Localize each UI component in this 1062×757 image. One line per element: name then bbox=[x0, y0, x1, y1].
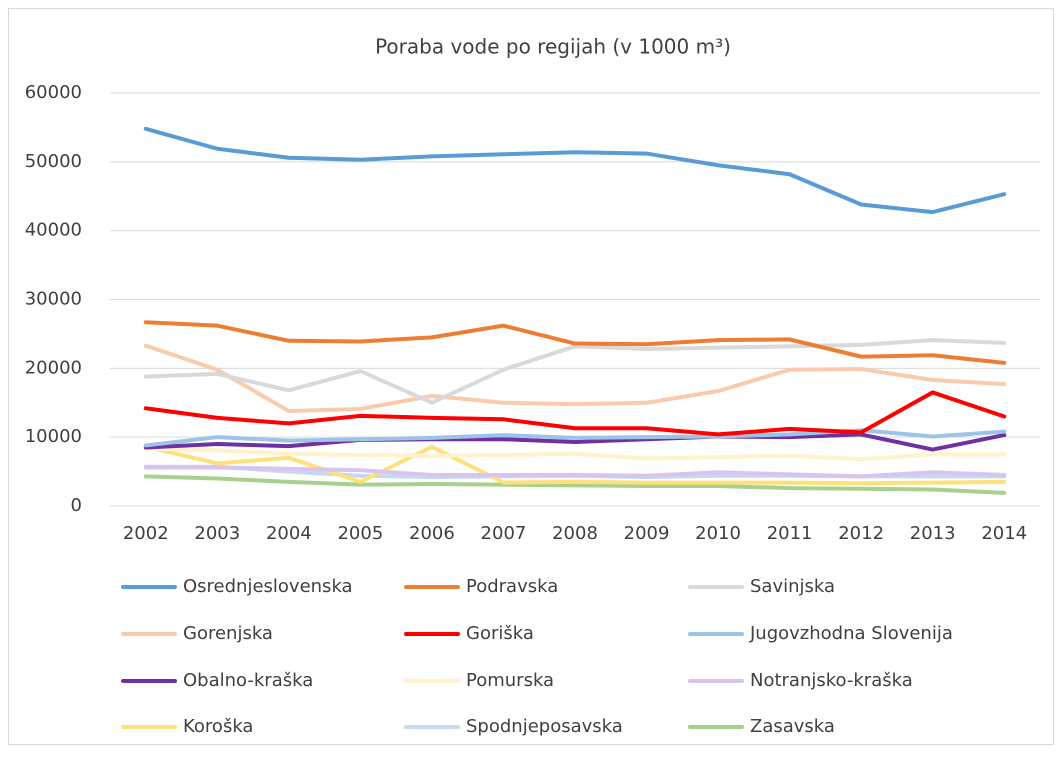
x-tick-label: 2006 bbox=[409, 523, 455, 544]
legend-label: Zasavska bbox=[750, 716, 835, 737]
y-tick-label: 30000 bbox=[25, 289, 82, 310]
x-tick-label: 2014 bbox=[981, 523, 1027, 544]
x-tick-label: 2002 bbox=[123, 523, 169, 544]
series-line bbox=[143, 474, 1007, 495]
y-tick-label: 0 bbox=[71, 495, 82, 516]
legend-label: Gorenjska bbox=[183, 623, 273, 644]
x-tick-label: 2004 bbox=[266, 523, 312, 544]
x-tick-label: 2009 bbox=[624, 523, 670, 544]
x-tick-label: 2005 bbox=[337, 523, 383, 544]
x-tick-label: 2011 bbox=[767, 523, 813, 544]
series-line bbox=[143, 465, 1007, 479]
series-line bbox=[143, 343, 1007, 414]
chart-title: Poraba vode po regijah (v 1000 m³) bbox=[375, 35, 731, 59]
x-tick-label: 2010 bbox=[695, 523, 741, 544]
series-line bbox=[143, 432, 1007, 452]
x-tick-label: 2013 bbox=[910, 523, 956, 544]
legend-label: Obalno-kraška bbox=[183, 670, 313, 691]
x-tick-label: 2007 bbox=[481, 523, 527, 544]
legend-label: Goriška bbox=[466, 623, 534, 644]
y-tick-label: 20000 bbox=[25, 357, 82, 378]
y-tick-label: 10000 bbox=[25, 426, 82, 447]
x-tick-label: 2012 bbox=[838, 523, 884, 544]
legend-label: Savinjska bbox=[750, 576, 835, 597]
y-tick-label: 60000 bbox=[25, 82, 82, 103]
series-line bbox=[143, 320, 1007, 365]
series-line bbox=[143, 446, 1007, 462]
legend-label: Jugovzhodna Slovenija bbox=[749, 623, 953, 644]
series-line bbox=[143, 338, 1007, 405]
legend-label: Koroška bbox=[183, 716, 253, 737]
legend-label: Osrednjeslovenska bbox=[183, 576, 353, 597]
y-tick-label: 50000 bbox=[25, 151, 82, 172]
legend-label: Spodnjeposavska bbox=[466, 716, 623, 737]
series-line bbox=[143, 390, 1007, 437]
legend-label: Podravska bbox=[466, 576, 558, 597]
legend-label: Pomurska bbox=[466, 670, 554, 691]
series-line bbox=[143, 444, 1007, 486]
y-tick-label: 40000 bbox=[25, 220, 82, 241]
series-line bbox=[143, 126, 1007, 215]
x-tick-label: 2003 bbox=[194, 523, 240, 544]
legend-label: Notranjsko-kraška bbox=[750, 670, 913, 691]
x-tick-label: 2008 bbox=[552, 523, 598, 544]
